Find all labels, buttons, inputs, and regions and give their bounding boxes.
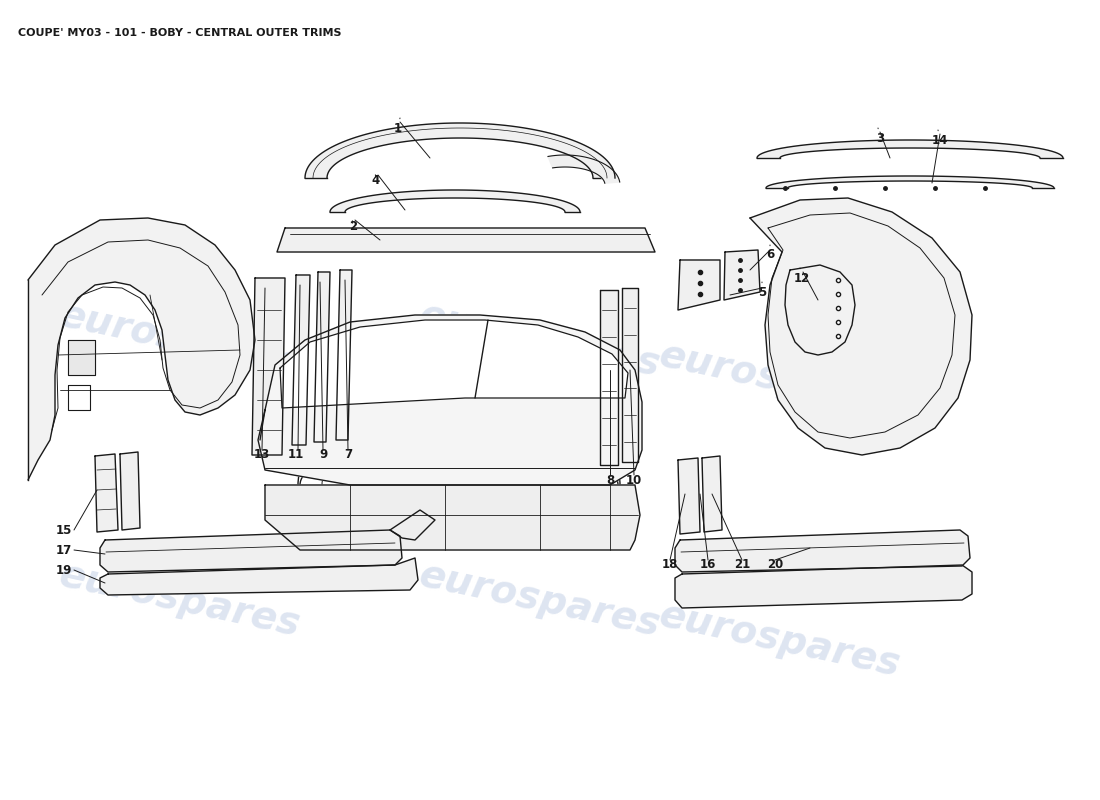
- Polygon shape: [258, 315, 642, 485]
- Text: eurospares: eurospares: [56, 296, 304, 384]
- Polygon shape: [390, 510, 435, 540]
- Text: 20: 20: [767, 558, 783, 571]
- Polygon shape: [675, 565, 972, 608]
- Polygon shape: [277, 228, 654, 252]
- Text: 12: 12: [794, 268, 810, 285]
- Text: 13: 13: [254, 449, 271, 462]
- Polygon shape: [548, 155, 619, 183]
- Text: 19: 19: [56, 563, 72, 577]
- Text: 15: 15: [56, 523, 72, 537]
- Text: eurospares: eurospares: [416, 556, 664, 644]
- Polygon shape: [95, 454, 118, 532]
- Polygon shape: [252, 278, 285, 455]
- Polygon shape: [336, 270, 352, 440]
- Text: eurospares: eurospares: [656, 336, 904, 424]
- Polygon shape: [600, 290, 618, 465]
- Text: 11: 11: [288, 449, 304, 462]
- Polygon shape: [785, 265, 855, 355]
- Text: COUPE' MY03 - 101 - BOBY - CENTRAL OUTER TRIMS: COUPE' MY03 - 101 - BOBY - CENTRAL OUTER…: [18, 28, 341, 38]
- Polygon shape: [330, 190, 580, 212]
- Polygon shape: [678, 260, 721, 310]
- Text: 8: 8: [606, 474, 614, 486]
- Polygon shape: [675, 530, 970, 572]
- Text: 17: 17: [56, 543, 72, 557]
- Polygon shape: [724, 250, 760, 300]
- Text: eurospares: eurospares: [56, 556, 304, 644]
- Polygon shape: [305, 123, 615, 178]
- Polygon shape: [702, 456, 722, 532]
- Text: 5: 5: [758, 282, 766, 298]
- Polygon shape: [750, 198, 972, 455]
- Polygon shape: [100, 558, 418, 595]
- Text: 7: 7: [344, 449, 352, 462]
- Text: 14: 14: [932, 130, 948, 146]
- Polygon shape: [757, 140, 1063, 158]
- Polygon shape: [28, 218, 255, 480]
- Polygon shape: [265, 485, 640, 550]
- Text: 6: 6: [766, 245, 774, 262]
- Text: 4: 4: [372, 174, 381, 186]
- Text: 1: 1: [394, 118, 403, 134]
- Polygon shape: [280, 320, 628, 408]
- Polygon shape: [120, 452, 140, 530]
- Text: 2: 2: [349, 219, 358, 233]
- Text: 3: 3: [876, 128, 884, 145]
- Polygon shape: [68, 340, 95, 375]
- Polygon shape: [314, 272, 330, 442]
- Polygon shape: [292, 275, 310, 445]
- Polygon shape: [766, 176, 1054, 188]
- Polygon shape: [621, 288, 638, 462]
- Text: 21: 21: [734, 558, 750, 571]
- Text: 9: 9: [320, 449, 328, 462]
- Text: 18: 18: [662, 558, 679, 571]
- Text: 16: 16: [700, 558, 716, 571]
- Text: 10: 10: [626, 474, 642, 486]
- Text: eurospares: eurospares: [416, 296, 664, 384]
- Text: eurospares: eurospares: [656, 596, 904, 684]
- Polygon shape: [100, 530, 402, 572]
- Polygon shape: [678, 458, 700, 534]
